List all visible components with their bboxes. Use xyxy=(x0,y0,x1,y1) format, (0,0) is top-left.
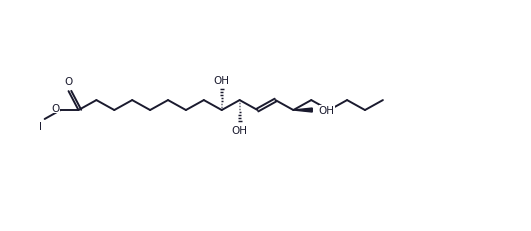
Text: I: I xyxy=(39,122,42,132)
Text: OH: OH xyxy=(319,106,335,116)
Polygon shape xyxy=(293,109,312,112)
Text: O: O xyxy=(52,103,60,114)
Text: OH: OH xyxy=(232,126,247,136)
Text: OH: OH xyxy=(214,75,230,85)
Text: O: O xyxy=(64,77,72,87)
